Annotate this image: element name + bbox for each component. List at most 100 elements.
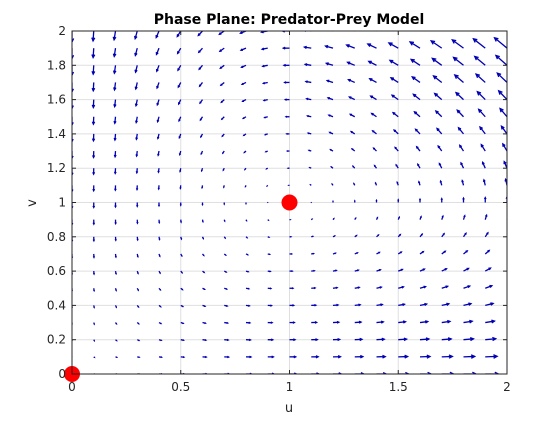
- vector-arrow: [309, 150, 311, 151]
- vector-arrow: [116, 340, 117, 341]
- vector-arrow: [310, 185, 311, 186]
- vector-arrow: [137, 237, 138, 240]
- vector-arrow: [115, 203, 116, 207]
- vector-arrow: [287, 133, 290, 134]
- vector-arrow: [224, 322, 227, 323]
- vector-arrow: [137, 220, 138, 223]
- vector-arrow: [287, 151, 289, 152]
- x-tick-label: 1.5: [389, 380, 408, 394]
- vector-arrow: [332, 184, 333, 185]
- vector-arrow: [137, 288, 138, 290]
- vector-arrow: [507, 250, 511, 254]
- equilibrium-point: [282, 195, 298, 211]
- vector-arrow: [285, 99, 289, 100]
- y-tick-label: 0.6: [47, 264, 66, 278]
- vector-arrow: [181, 340, 184, 341]
- vector-arrow: [268, 254, 270, 255]
- y-tick-label: 0.8: [47, 230, 66, 244]
- vector-arrow: [137, 357, 139, 358]
- y-tick-label: 1.4: [47, 127, 66, 141]
- vector-arrow: [159, 323, 161, 324]
- vector-arrow: [333, 219, 334, 220]
- vector-arrow: [159, 220, 160, 223]
- vector-arrow: [159, 254, 160, 256]
- vector-arrow: [94, 340, 95, 341]
- x-axis-label: u: [285, 401, 293, 416]
- vector-arrow: [268, 288, 271, 289]
- vector-arrow: [267, 185, 268, 186]
- vector-arrow: [137, 254, 138, 257]
- vector-arrow: [137, 340, 139, 341]
- vector-arrow: [246, 271, 248, 272]
- vector-arrow: [398, 200, 399, 203]
- x-tick-label: 0: [68, 380, 76, 394]
- vector-arrow: [290, 288, 293, 289]
- y-tick-label: 1.8: [47, 58, 66, 72]
- vector-arrow: [137, 271, 138, 273]
- vector-arrow: [93, 185, 95, 190]
- y-tick-label: 0.4: [47, 298, 66, 312]
- vector-arrow: [472, 21, 485, 31]
- vector-arrow: [268, 322, 272, 323]
- vector-arrow: [355, 218, 356, 219]
- vector-arrow: [224, 305, 227, 306]
- vector-arrow: [246, 305, 249, 306]
- vector-arrow: [268, 356, 274, 358]
- vector-arrow: [94, 305, 95, 307]
- vector-arrow: [202, 185, 203, 187]
- vector-arrow: [158, 185, 159, 189]
- vector-arrow: [137, 203, 138, 207]
- vector-arrow: [265, 134, 267, 135]
- vector-arrow: [430, 23, 442, 31]
- vector-arrow: [246, 237, 247, 238]
- vector-arrow: [354, 184, 355, 186]
- vector-arrow: [224, 288, 226, 289]
- vector-arrow: [224, 339, 228, 340]
- vector-arrow: [245, 168, 246, 169]
- vector-arrow: [224, 271, 226, 272]
- vector-arrow: [203, 356, 207, 357]
- vector-arrow: [311, 305, 316, 306]
- vector-arrow: [116, 323, 117, 324]
- vector-arrow: [311, 253, 313, 254]
- vector-arrow: [159, 357, 161, 358]
- vector-arrow: [420, 199, 421, 202]
- vector-arrow: [333, 253, 335, 254]
- vector-arrow: [159, 203, 160, 206]
- vector-arrow: [224, 237, 225, 238]
- vector-arrow: [268, 305, 272, 306]
- vector-arrow: [93, 220, 94, 224]
- y-tick-label: 1.6: [47, 93, 66, 107]
- vector-arrow: [377, 218, 378, 220]
- vector-arrow: [485, 198, 486, 203]
- vector-arrow: [181, 254, 182, 256]
- y-axis-label: v: [25, 199, 40, 207]
- vector-arrow: [311, 236, 313, 237]
- vector-arrow: [310, 168, 312, 169]
- vector-arrow: [116, 288, 117, 290]
- vector-arrow: [202, 203, 203, 205]
- vector-arrow: [290, 254, 292, 255]
- vector-arrow: [181, 357, 184, 358]
- vector-arrow: [285, 82, 290, 83]
- vector-arrow: [311, 287, 315, 288]
- vector-arrow: [266, 151, 268, 152]
- vector-arrow: [290, 339, 296, 341]
- y-tick-label: 2: [58, 24, 66, 38]
- y-tick-label: 0: [58, 367, 66, 381]
- vector-arrow: [116, 305, 117, 307]
- vector-arrow: [507, 285, 514, 288]
- vector-arrow: [181, 237, 182, 239]
- vector-arrow: [115, 220, 116, 224]
- vector-arrow: [290, 271, 293, 272]
- vector-arrow: [203, 339, 206, 340]
- vector-arrow: [268, 339, 273, 341]
- vector-arrow: [311, 270, 314, 271]
- vector-arrow: [290, 305, 294, 306]
- vector-arrow: [224, 185, 225, 187]
- vector-arrow: [268, 271, 270, 272]
- vector-arrow: [224, 356, 228, 357]
- chart-title: Phase Plane: Predator-Prey Model: [154, 12, 425, 28]
